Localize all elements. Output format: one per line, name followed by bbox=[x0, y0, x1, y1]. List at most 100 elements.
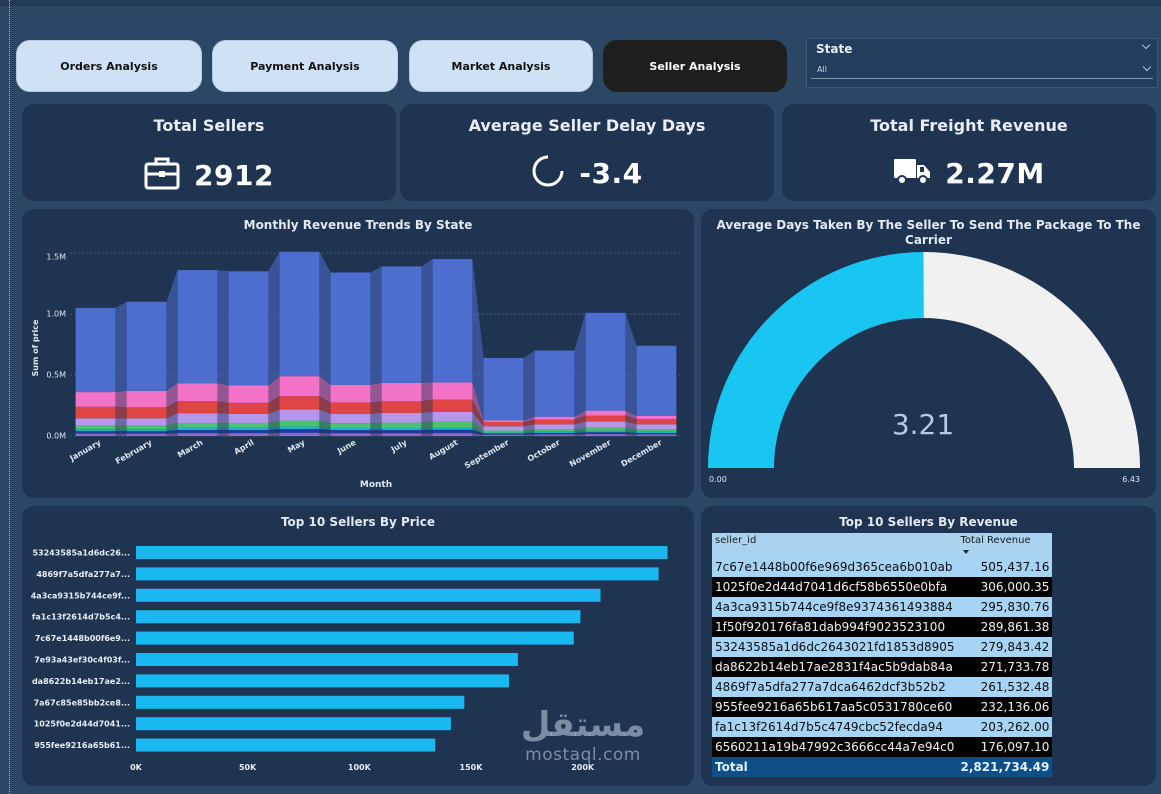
area-segment bbox=[534, 431, 575, 433]
area-ribbon bbox=[523, 416, 535, 422]
area-segment bbox=[432, 421, 473, 428]
area-ribbon bbox=[115, 431, 127, 434]
area-segment bbox=[585, 312, 626, 411]
x-tick-label: January bbox=[67, 438, 103, 464]
table-row[interactable]: 955fee9216a65b617aa5c0531780ce60 232,136.… bbox=[712, 697, 1053, 717]
gauge-max-label: 6.43 bbox=[1122, 475, 1140, 484]
bar bbox=[136, 674, 509, 688]
y-tick-label: 1025f0e2d44d7041... bbox=[34, 720, 130, 729]
area-segment bbox=[585, 410, 626, 416]
area-segment bbox=[534, 429, 575, 432]
orders-analysis-button[interactable]: Orders Analysis bbox=[16, 40, 202, 92]
watermark: مستقل mostaql.com bbox=[508, 705, 658, 765]
payment-analysis-button[interactable]: Payment Analysis bbox=[212, 40, 398, 92]
area-segment bbox=[279, 376, 320, 397]
area-ribbon bbox=[217, 430, 229, 434]
area-segment bbox=[381, 428, 422, 431]
area-ribbon bbox=[523, 419, 535, 427]
bar bbox=[136, 546, 668, 559]
area-ribbon bbox=[625, 312, 637, 416]
area-ribbon bbox=[421, 411, 433, 423]
total-revenue-cell: 232,136.06 bbox=[957, 697, 1053, 717]
area-segment bbox=[228, 433, 269, 436]
column-header-seller-id[interactable]: seller_id bbox=[712, 533, 958, 557]
area-ribbon bbox=[472, 411, 484, 431]
area-segment bbox=[483, 434, 524, 436]
area-ribbon bbox=[523, 432, 535, 435]
panel-title-line1: Average Days Taken By The Seller To Send… bbox=[716, 218, 1141, 232]
column-header-total-revenue[interactable]: Total Revenue bbox=[957, 533, 1053, 557]
table-row[interactable]: 53243585a1d6dc2643021fd1853d8905 279,843.… bbox=[712, 637, 1053, 657]
area-segment bbox=[177, 435, 218, 436]
area-segment bbox=[330, 414, 371, 424]
total-revenue-cell: 306,000.35 bbox=[957, 577, 1053, 597]
area-segment bbox=[432, 427, 473, 430]
area-segment bbox=[636, 415, 677, 419]
kpi-value: 2912 bbox=[194, 158, 274, 192]
area-segment bbox=[534, 419, 575, 425]
total-value: 2,821,734.49 bbox=[957, 757, 1053, 777]
area-segment bbox=[228, 271, 269, 386]
area-segment bbox=[381, 435, 422, 436]
area-ribbon bbox=[217, 427, 229, 431]
area-ribbon bbox=[166, 383, 178, 408]
area-segment bbox=[75, 392, 116, 407]
area-ribbon bbox=[421, 421, 433, 429]
table-total-row: Total 2,821,734.49 bbox=[712, 757, 1053, 777]
area-ribbon bbox=[268, 251, 280, 386]
area-segment bbox=[279, 251, 320, 377]
area-segment bbox=[228, 435, 269, 436]
seller-id-cell: 4a3ca9315b744ce9f8e9374361493884 bbox=[712, 597, 958, 617]
table-row[interactable]: 1025f0e2d44d7041d6cf58b6550e0bfa 306,000.… bbox=[712, 577, 1053, 597]
state-slicer[interactable]: State All bbox=[806, 38, 1158, 88]
total-revenue-cell: 261,532.48 bbox=[957, 677, 1053, 697]
table-row[interactable]: 6560211a19b47992c3666cc44a7e94c0 176,097.… bbox=[712, 737, 1053, 757]
top-sellers-revenue-table: seller_id Total Revenue 7c67e1448b00f6e9… bbox=[712, 533, 1053, 777]
area-segment bbox=[381, 433, 422, 436]
x-tick-label: 0K bbox=[130, 763, 143, 772]
area-segment bbox=[75, 406, 116, 419]
seller-analysis-button[interactable]: Seller Analysis bbox=[603, 40, 787, 92]
x-tick-label: June bbox=[335, 438, 358, 456]
chevron-down-icon[interactable] bbox=[1141, 40, 1151, 50]
y-tick-label: 7c67e1448b00f6e9... bbox=[35, 634, 130, 643]
area-ribbon bbox=[523, 350, 535, 421]
table-row[interactable]: 7c67e1448b00f6e969d365cea6b010ab 505,437.… bbox=[712, 557, 1053, 577]
area-ribbon bbox=[319, 396, 331, 415]
area-segment bbox=[585, 430, 626, 433]
area-segment bbox=[330, 430, 371, 434]
area-segment bbox=[75, 429, 116, 432]
area-segment bbox=[636, 434, 677, 436]
area-ribbon bbox=[115, 390, 127, 408]
gauge-fill bbox=[708, 252, 924, 468]
loading-circle-icon bbox=[531, 154, 565, 192]
chevron-down-icon[interactable] bbox=[1142, 62, 1152, 72]
x-tick-label: 50K bbox=[239, 763, 257, 772]
table-row[interactable]: 4a3ca9315b744ce9f8e9374361493884 295,830.… bbox=[712, 597, 1053, 617]
market-analysis-button[interactable]: Market Analysis bbox=[409, 40, 593, 92]
seller-id-cell: 6560211a19b47992c3666cc44a7e94c0 bbox=[712, 737, 958, 757]
table-row[interactable]: 1f50f920176fa81dab994f9023523100 289,861.… bbox=[712, 617, 1053, 637]
sort-descending-icon[interactable] bbox=[962, 550, 969, 554]
table-row[interactable]: da8622b14eb17ae2831f4ac5b9dab84a 271,733.… bbox=[712, 657, 1053, 677]
y-tick-label: fa1c13f2614d7b5c4... bbox=[32, 613, 130, 622]
area-segment bbox=[585, 415, 626, 422]
area-segment bbox=[126, 407, 167, 419]
y-tick-label: 955fee9216a65b61... bbox=[34, 741, 130, 750]
table-row[interactable]: fa1c13f2614d7b5c4749cbc52fecda94 203,262.… bbox=[712, 717, 1053, 737]
y-tick-label: 1.5M bbox=[46, 253, 66, 262]
area-segment bbox=[126, 435, 167, 436]
state-dropdown[interactable]: All bbox=[811, 61, 1153, 79]
y-tick-label: 53243585a1d6dc26... bbox=[32, 549, 130, 558]
table-row[interactable]: 4869f7a5dfa277a7dca6462dcf3b52b2 261,532.… bbox=[712, 677, 1053, 697]
area-ribbon bbox=[319, 432, 331, 436]
area-ribbon bbox=[370, 433, 382, 436]
y-tick-label: 1.0M bbox=[46, 310, 66, 319]
total-revenue-cell: 289,861.38 bbox=[957, 617, 1053, 637]
seller-id-cell: 955fee9216a65b617aa5c0531780ce60 bbox=[712, 697, 958, 717]
area-ribbon bbox=[472, 427, 484, 434]
area-ribbon bbox=[319, 435, 331, 436]
area-ribbon bbox=[421, 427, 433, 431]
area-ribbon bbox=[370, 401, 382, 415]
area-segment bbox=[381, 430, 422, 434]
